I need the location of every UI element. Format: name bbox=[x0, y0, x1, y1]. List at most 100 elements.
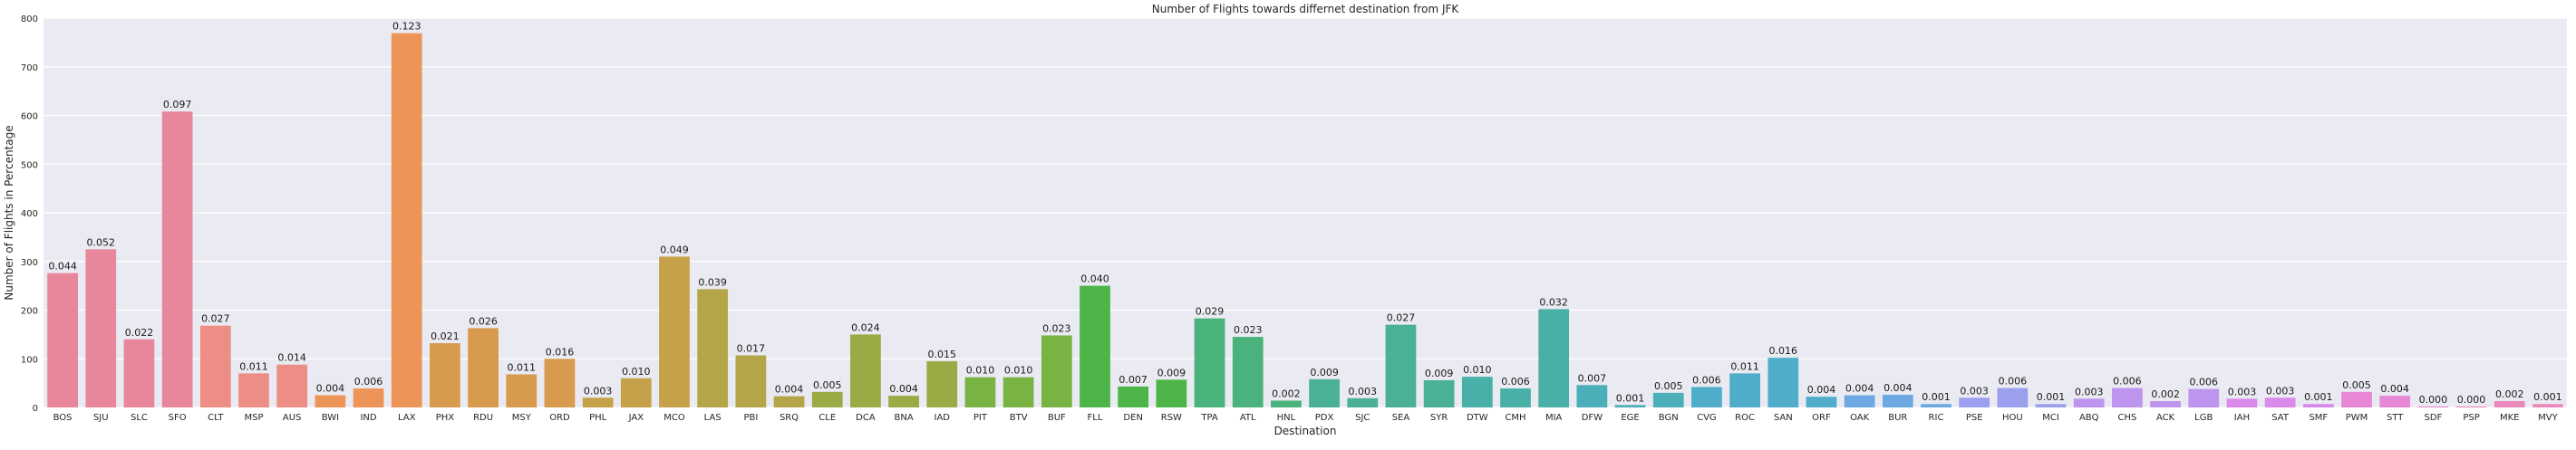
x-tick-label: PHL bbox=[589, 413, 607, 423]
x-tick-label: ROC bbox=[1735, 413, 1755, 423]
bar-cvg bbox=[1691, 387, 1722, 407]
bar-ord bbox=[544, 359, 576, 407]
data-label: 0.016 bbox=[1769, 345, 1798, 357]
x-tick-label: SJC bbox=[1355, 413, 1370, 423]
x-tick-label: MKE bbox=[2500, 413, 2520, 423]
data-label: 0.004 bbox=[1845, 383, 1874, 395]
x-tick-label: OAK bbox=[1850, 413, 1870, 423]
bar-bna bbox=[888, 396, 919, 407]
bar-cle bbox=[811, 391, 843, 407]
data-label: 0.123 bbox=[392, 21, 421, 33]
data-label: 0.009 bbox=[1157, 367, 1186, 378]
data-label: 0.009 bbox=[1425, 368, 1454, 379]
data-label: 0.029 bbox=[1196, 306, 1225, 318]
x-tick-label: RIC bbox=[1929, 413, 1944, 423]
data-label: 0.001 bbox=[2304, 391, 2333, 403]
x-tick-label: IND bbox=[360, 413, 376, 423]
x-axis-label: Destination bbox=[1274, 425, 1337, 437]
bar-slc bbox=[123, 339, 155, 407]
y-tick-label: 0 bbox=[33, 404, 38, 414]
bar-pwm bbox=[2341, 391, 2372, 407]
x-tick-label: CLT bbox=[208, 413, 224, 423]
bar-dfw bbox=[1576, 385, 1608, 407]
data-label: 0.005 bbox=[813, 379, 842, 391]
data-label: 0.002 bbox=[1272, 388, 1301, 399]
x-tick-label: ACK bbox=[2156, 413, 2175, 423]
bars bbox=[47, 33, 2563, 407]
bar-clt bbox=[199, 325, 231, 407]
x-tick-label: CLE bbox=[818, 413, 836, 423]
x-tick-label: DCA bbox=[856, 413, 876, 423]
x-tick-label: STT bbox=[2387, 413, 2404, 423]
data-label: 0.001 bbox=[2533, 391, 2562, 403]
bar-pit bbox=[964, 377, 996, 407]
x-tick-label: PDX bbox=[1315, 413, 1334, 423]
data-label: 0.004 bbox=[775, 384, 804, 396]
bar-stt bbox=[2379, 396, 2411, 407]
bar-mke bbox=[2494, 401, 2525, 407]
bar-msy bbox=[506, 374, 537, 407]
bar-iah bbox=[2226, 398, 2258, 407]
x-tick-label: MSP bbox=[244, 413, 263, 423]
bar-aus bbox=[276, 364, 308, 407]
bar-syr bbox=[1423, 379, 1455, 407]
bar-bwi bbox=[315, 395, 346, 407]
bar-phx bbox=[430, 343, 460, 407]
data-label: 0.049 bbox=[660, 244, 689, 255]
bar-sfo bbox=[161, 111, 193, 407]
bar-sjc bbox=[1347, 397, 1379, 407]
y-tick-label: 300 bbox=[21, 258, 38, 268]
x-tick-label: MCI bbox=[2042, 413, 2059, 423]
x-tick-label: BTV bbox=[1010, 413, 1028, 423]
x-tick-label: HOU bbox=[2002, 413, 2023, 423]
x-tick-label: HNL bbox=[1277, 413, 1296, 423]
x-tick-label: MVY bbox=[2538, 413, 2558, 423]
data-label: 0.010 bbox=[1004, 365, 1033, 377]
x-tick-label: ORD bbox=[549, 413, 570, 423]
data-label: 0.003 bbox=[2228, 386, 2257, 397]
data-label: 0.007 bbox=[1119, 374, 1148, 386]
data-label: 0.014 bbox=[277, 352, 306, 364]
data-label: 0.003 bbox=[584, 385, 613, 397]
data-label: 0.009 bbox=[1310, 367, 1339, 378]
x-tick-label: PHX bbox=[436, 413, 455, 423]
x-tick-label: PWM bbox=[2346, 413, 2368, 423]
x-tick-label: DFW bbox=[1582, 413, 1603, 423]
x-tick-label: SYR bbox=[1430, 413, 1448, 423]
bar-chs bbox=[2112, 388, 2143, 407]
bar-mvy bbox=[2532, 404, 2563, 407]
x-tick-label: JAX bbox=[628, 413, 644, 423]
bar-ric bbox=[1921, 404, 1951, 407]
data-label: 0.004 bbox=[1807, 384, 1836, 396]
bar-rdu bbox=[468, 328, 499, 407]
x-tick-label: LAS bbox=[704, 413, 721, 423]
x-tick-label: IAD bbox=[935, 413, 951, 423]
x-tick-label: BNA bbox=[894, 413, 913, 423]
x-tick-label: SDF bbox=[2424, 413, 2442, 423]
data-label: 0.000 bbox=[2419, 394, 2448, 406]
data-labels: 0.044 0.052 0.022 0.097 0.027 0.011 0.014 0.004… bbox=[48, 21, 2561, 406]
x-tick-label: PSE bbox=[1966, 413, 1983, 423]
bar-bos bbox=[47, 273, 78, 407]
x-tick-label: SAN bbox=[1774, 413, 1793, 423]
bar-smf bbox=[2302, 404, 2334, 407]
bar-msp bbox=[238, 373, 269, 407]
data-label: 0.027 bbox=[1387, 312, 1416, 324]
data-label: 0.002 bbox=[2495, 388, 2524, 400]
bar-san bbox=[1767, 358, 1799, 407]
bar-ind bbox=[353, 388, 384, 407]
data-label: 0.003 bbox=[2266, 385, 2295, 397]
y-tick-label: 800 bbox=[21, 14, 38, 24]
data-label: 0.004 bbox=[316, 383, 345, 395]
x-tick-label: DTW bbox=[1467, 413, 1488, 423]
x-tick-label: PBI bbox=[743, 413, 758, 423]
data-label: 0.010 bbox=[622, 366, 651, 378]
bar-bgn bbox=[1652, 392, 1684, 407]
bar-iad bbox=[926, 360, 958, 407]
data-label: 0.011 bbox=[508, 361, 537, 373]
x-tick-label: ABQ bbox=[2079, 413, 2099, 423]
data-label: 0.010 bbox=[1463, 364, 1492, 376]
bar-sat bbox=[2264, 397, 2296, 407]
data-label: 0.006 bbox=[1692, 374, 1721, 386]
bar-pdx bbox=[1309, 378, 1340, 407]
